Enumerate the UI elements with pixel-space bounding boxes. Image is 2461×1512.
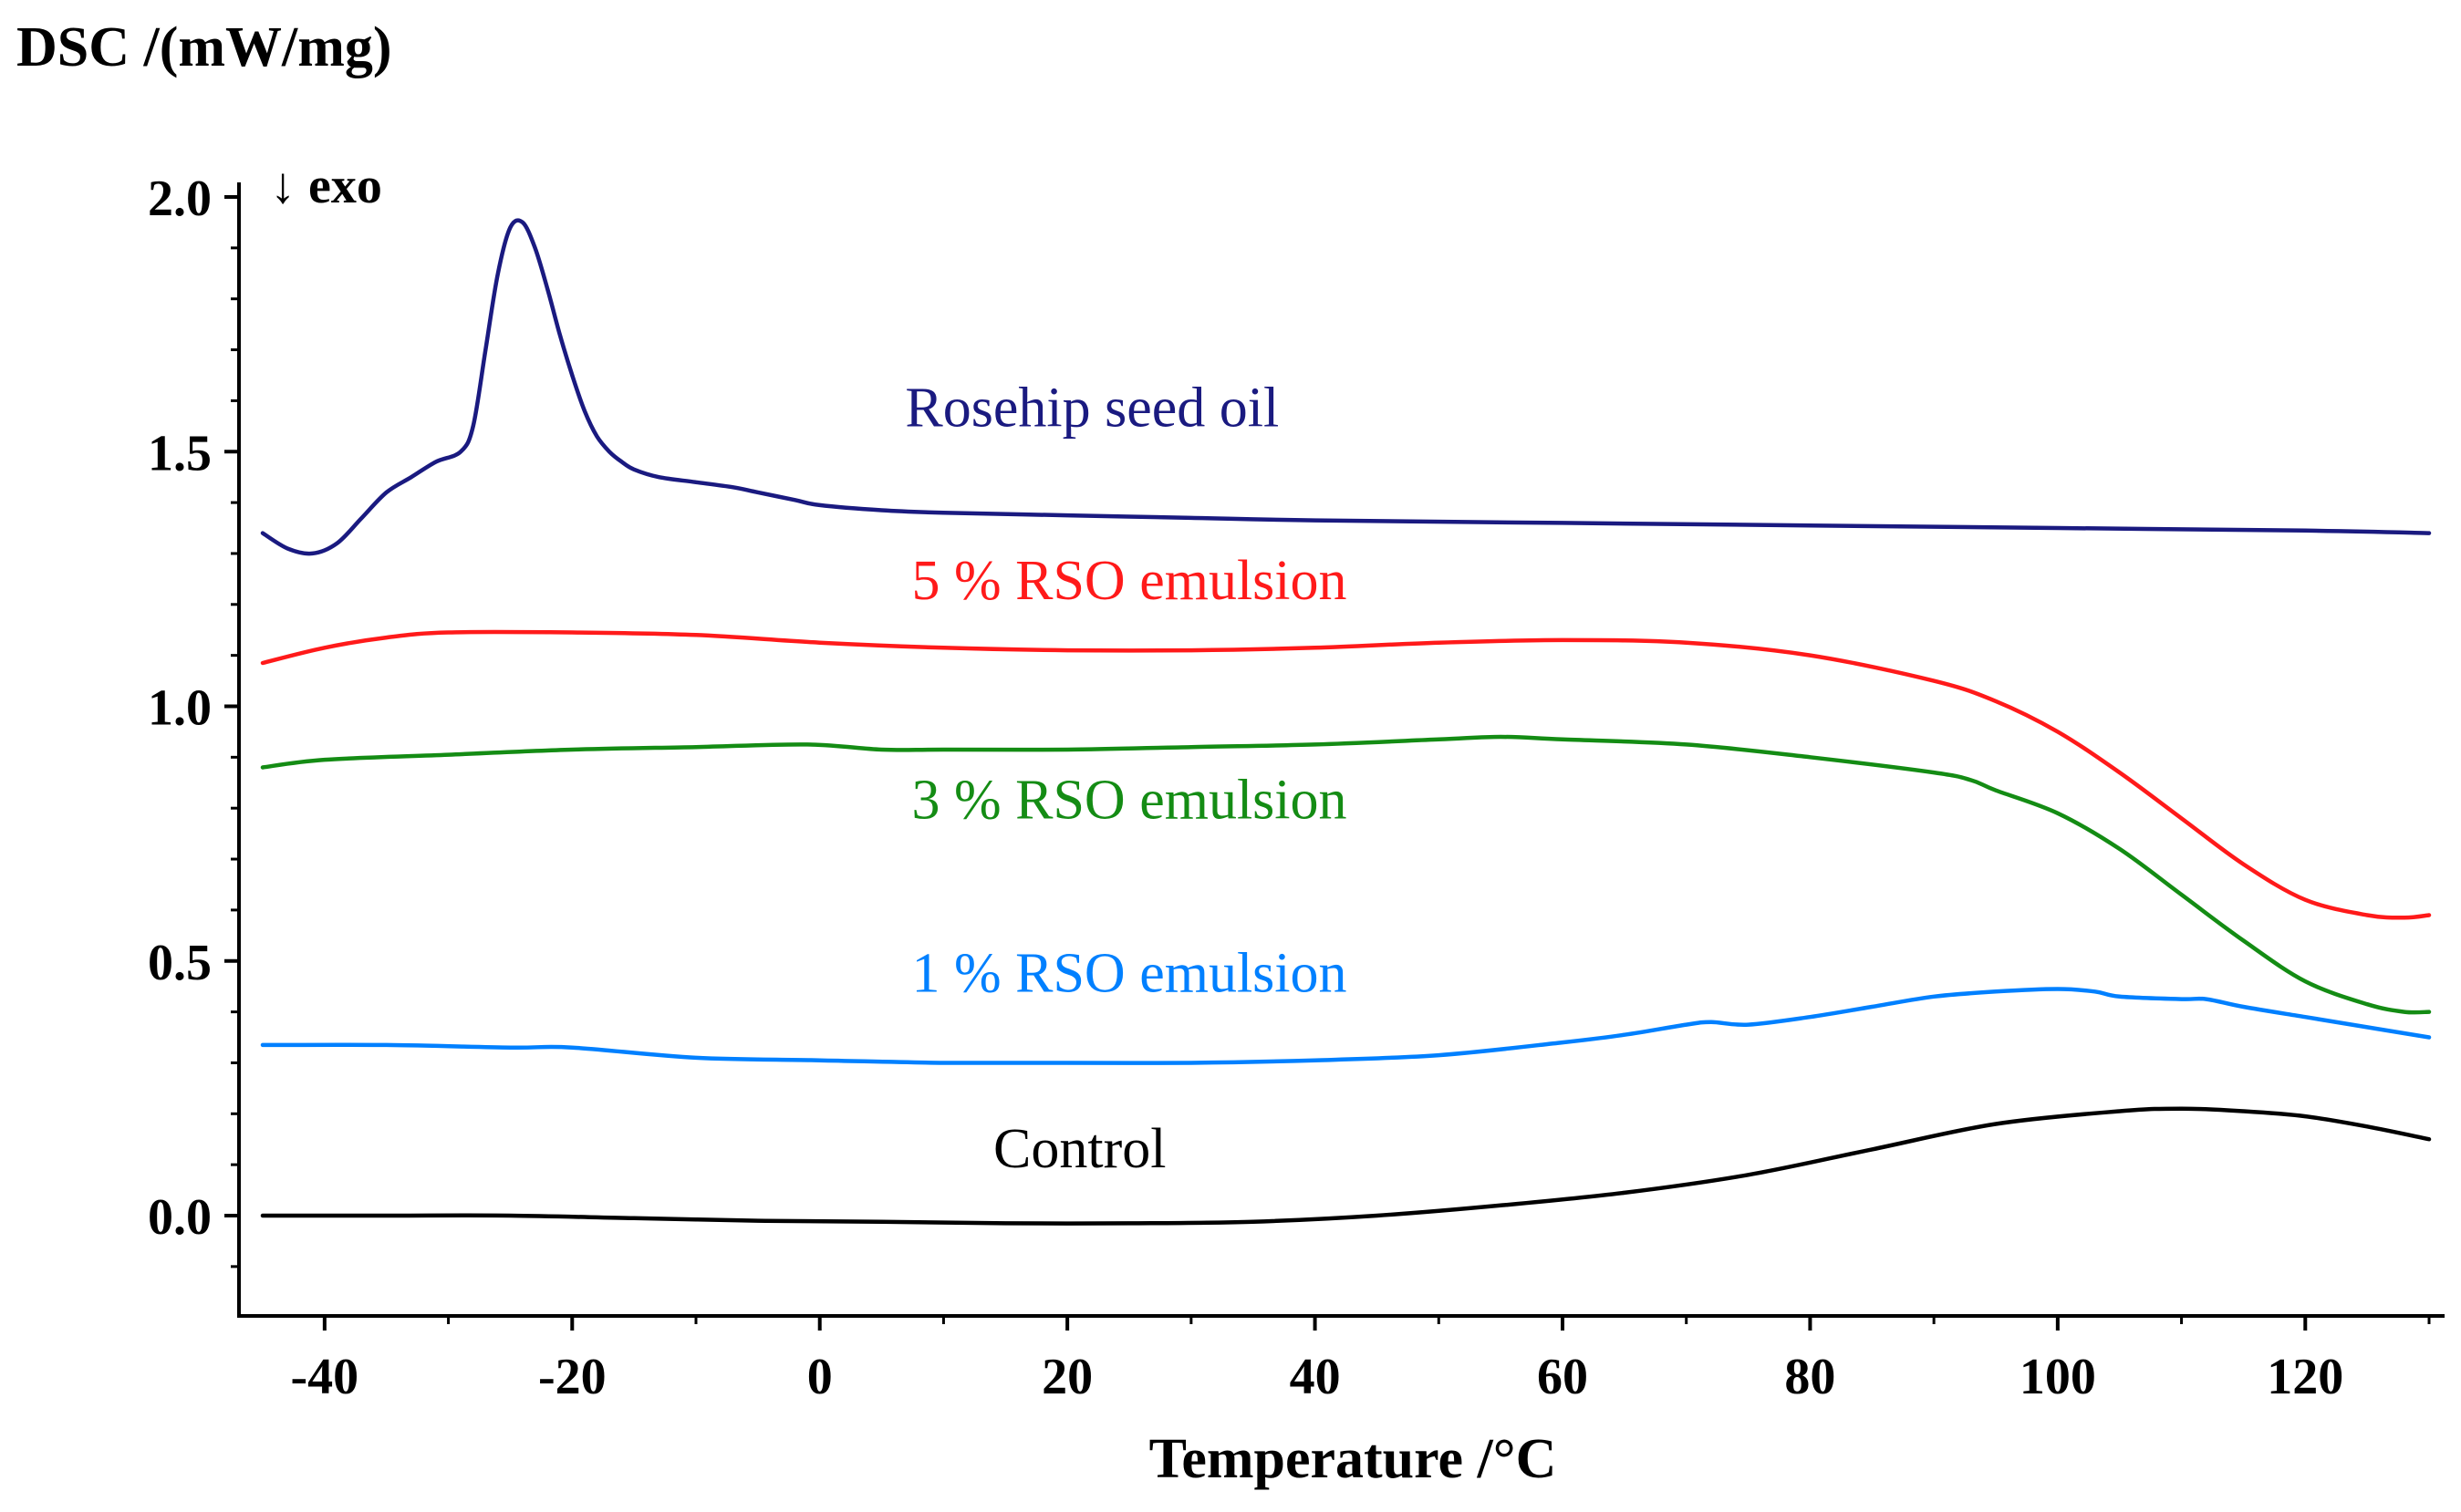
series-label: Rosehip seed oil xyxy=(905,377,1279,439)
series-line-rosehip-seed-oil xyxy=(260,218,2432,556)
y-tick-label: 2.0 xyxy=(148,171,212,227)
x-tick-label: 80 xyxy=(1784,1349,1835,1405)
y-tick-label: 0.5 xyxy=(148,935,212,991)
exo-annotation: ↓ exo xyxy=(270,158,382,214)
y-tick-label: 0.0 xyxy=(148,1189,212,1246)
y-tick-label: 1.5 xyxy=(148,425,212,482)
series-line-1-rso-emulsion xyxy=(260,987,2432,1065)
series-group xyxy=(260,218,2432,1226)
x-tick-label: 20 xyxy=(1042,1349,1093,1405)
series-labels: Rosehip seed oil 5 % RSO emulsion 3 % RSO … xyxy=(905,377,1346,1180)
x-tick-label: 120 xyxy=(2267,1349,2343,1405)
y-tick-label: 1.0 xyxy=(148,680,212,737)
x-tick-label: -20 xyxy=(538,1349,607,1405)
x-tick-label: 100 xyxy=(2020,1349,2096,1405)
series-label: 5 % RSO emulsion xyxy=(911,550,1346,612)
x-tick-label: 60 xyxy=(1537,1349,1588,1405)
series-line-5-rso-emulsion xyxy=(260,629,2432,920)
series-label: 3 % RSO emulsion xyxy=(911,769,1346,831)
series-label: Control xyxy=(993,1118,1166,1180)
x-axis-title: Temperature /°C xyxy=(1149,1428,1557,1490)
x-tick-label: -40 xyxy=(291,1349,359,1405)
x-tick-label: 40 xyxy=(1290,1349,1341,1405)
series-line-3-rso-emulsion xyxy=(260,734,2432,1015)
axis-ticks: -40 -20 0 20 40 60 80 100 120 0.0 0.5 1.0 1.5 2.0 xyxy=(148,171,2431,1405)
y-axis-title: DSC /(mW/mg) xyxy=(16,16,392,78)
x-tick-label: 0 xyxy=(807,1349,833,1405)
series-line-control xyxy=(260,1106,2432,1226)
series-label: 1 % RSO emulsion xyxy=(911,942,1346,1004)
